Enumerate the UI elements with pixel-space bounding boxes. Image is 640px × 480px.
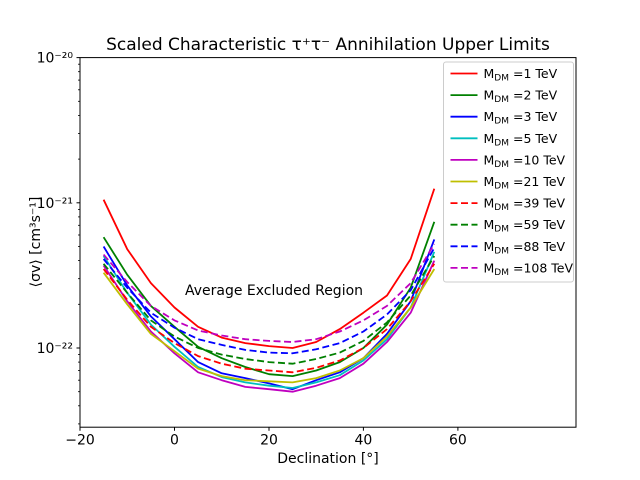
series-line-39tev <box>102 263 436 374</box>
x-tick-label: 20 <box>260 433 278 449</box>
series-line-59tev <box>102 255 436 365</box>
y-tick-label: 10⁻²² <box>37 341 73 357</box>
series-line-2tev <box>102 221 436 378</box>
x-axis-label: Declination [°] <box>277 451 379 467</box>
series-line-21tev <box>102 268 436 384</box>
series-line-1tev <box>102 188 436 349</box>
series-line-5tev <box>102 251 436 389</box>
series-line-88tev <box>102 247 436 355</box>
y-tick-label: 10⁻²⁰ <box>37 51 74 67</box>
excluded-region-annotation: Average Excluded Region <box>184 283 364 299</box>
x-tick-label: −20 <box>65 433 95 449</box>
series-line-108tev <box>102 243 436 343</box>
y-tick-label: 10⁻²¹ <box>37 196 73 212</box>
x-tick-label: 60 <box>449 433 467 449</box>
series-line-3tev <box>102 239 436 391</box>
chart-title: Scaled Characteristic τ⁺τ⁻ Annihilation … <box>106 35 550 55</box>
y-axis-label: ⟨σv⟩ [cm³s⁻¹] <box>28 196 44 288</box>
x-tick-label: 40 <box>354 433 372 449</box>
x-tick-label: 0 <box>170 433 179 449</box>
axes-frame <box>79 57 577 428</box>
